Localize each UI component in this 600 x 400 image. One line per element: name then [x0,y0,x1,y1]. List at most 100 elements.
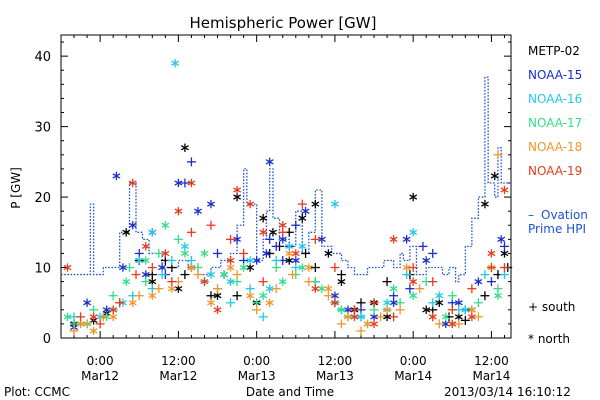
star-d2 [383,300,392,306]
star-d2 [158,264,167,271]
star-d2 [128,180,137,186]
noaa-18-south-point [395,305,405,315]
noaa-17-south-point [447,291,457,301]
metp-02-north-point [490,171,499,181]
star-d2 [128,222,137,228]
noaa-19-south-point [115,298,125,308]
noaa-15-north-point [317,235,326,244]
noaa-18-south-point [356,326,366,336]
star-d2 [135,257,144,264]
star-d2 [304,264,313,271]
star-d2 [148,229,157,235]
star-d2 [268,229,277,235]
noaa-18-south-point [288,270,298,280]
star-d2 [383,314,392,320]
star-d2 [409,194,418,200]
noaa-19-south-point [447,305,457,315]
noaa-17-north-point [141,256,150,265]
noaa-17-north-point [200,249,209,258]
star-d2 [291,250,300,257]
noaa-19-south-point [310,234,320,244]
noaa-15-north-point [252,256,261,265]
noaa-16-north-point [330,199,339,209]
noaa-17-south-point [124,263,134,273]
star-d2 [278,222,287,228]
legend-entry: NOAA-16 [528,92,582,106]
star-d2 [291,257,300,264]
noaa-18-north-point [187,263,196,272]
noaa-15-south-point [271,241,281,251]
star-d2 [265,286,274,292]
noaa-17-north-point [161,221,170,230]
star-d2 [220,271,229,278]
noaa-19-north-point [448,319,457,329]
star-d2 [317,286,326,292]
noaa-19-south-point [389,312,399,322]
star-d2 [148,278,157,285]
star-d2 [500,250,509,257]
noaa-17-north-point [220,270,229,279]
star-d2 [383,307,392,313]
noaa-19-south-point [76,312,86,322]
noaa-16-south-point [258,312,268,322]
noaa-16-north-point [265,284,274,293]
noaa-19-north-point [467,312,476,322]
star-d2 [265,300,274,306]
ovation-prime-hpi-line [61,76,511,283]
x-tick-date-label: Mar13 [238,369,276,383]
noaa-19-south-point [428,277,438,287]
noaa-19-south-point [486,263,496,273]
metp-02-south-point [301,248,311,258]
legend-entry: NOAA-15 [528,68,582,82]
noaa-19-north-point [213,305,222,315]
noaa-19-north-point [246,199,255,209]
star-d2 [285,243,294,250]
metp-02-north-point [311,199,320,209]
star-d2 [324,286,333,292]
noaa-15-north-point [207,199,215,209]
star-d2 [122,278,131,285]
metp-02-north-point [298,214,307,223]
star-d2 [500,187,509,193]
noaa-18-north-point [363,319,372,329]
star-d2 [409,278,418,285]
star-d2 [402,236,411,243]
noaa-19-north-point [128,178,137,188]
star-d2 [233,187,242,193]
noaa-19-north-point [109,305,118,315]
noaa-19-north-point [233,185,242,195]
star-d2 [454,314,463,320]
star-d2 [180,145,189,151]
x-axis-label: Date and Time [246,385,334,399]
noaa-19-south-point [408,263,418,273]
star-d2 [337,278,346,285]
noaa-18-south-point [336,319,346,329]
noaa-16-north-point [383,298,392,307]
noaa-17-north-point [63,312,72,322]
noaa-15-north-point [474,277,483,286]
x-tick-label: 0:00 [400,354,427,368]
metp-02-south-point [232,291,242,301]
noaa-19-south-point [147,263,157,273]
star-d2 [187,180,196,186]
star-d2 [409,293,418,299]
star-d2 [200,278,209,285]
star-d2 [422,307,431,313]
noaa-18-north-point [402,263,411,272]
noaa-19-south-point [258,277,268,287]
star-d2 [141,257,150,264]
noaa-19-north-point [370,319,379,329]
noaa-18-south-point [376,312,386,322]
noaa-15-north-point [497,235,506,244]
noaa-15-south-point [213,248,223,258]
star-d2 [389,286,398,292]
star-d2 [193,208,202,214]
noaa-15-south-point [428,248,438,258]
noaa-17-south-point [141,277,151,287]
noaa-18-south-point [69,326,79,336]
star-d2 [441,321,450,327]
star-d2 [487,250,496,257]
star-d2 [161,222,170,228]
noaa-16-north-point [357,312,365,322]
star-d2 [265,159,274,165]
